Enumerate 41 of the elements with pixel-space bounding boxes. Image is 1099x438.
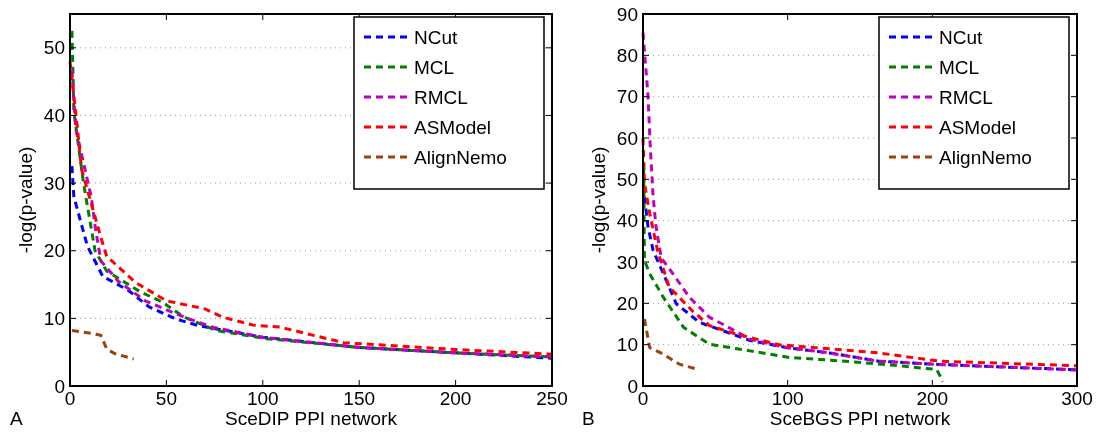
x-tick-label: 100 xyxy=(246,388,279,409)
y-tick-label: 60 xyxy=(616,127,638,149)
y-tick-label: 40 xyxy=(43,105,65,127)
x-tick-label: 300 xyxy=(1061,388,1093,409)
x-tick-label: 50 xyxy=(155,388,177,409)
legend-label: NCut xyxy=(939,26,984,48)
y-tick-label: 50 xyxy=(616,168,638,190)
y-tick-label: 90 xyxy=(616,3,638,25)
legend-label: ASModel xyxy=(939,116,1017,138)
legend-label: AlignNemo xyxy=(414,146,507,168)
x-tick-label: 250 xyxy=(536,388,568,409)
y-tick-label: 40 xyxy=(616,210,638,232)
y-axis-title: -log(p-value) xyxy=(15,146,36,254)
legend-label: RMCL xyxy=(414,86,468,108)
line-series xyxy=(70,329,136,361)
legend-label: NCut xyxy=(414,26,459,48)
legend-label: AlignNemo xyxy=(939,146,1032,168)
y-axis-title: -log(p-value) xyxy=(588,146,609,254)
y-tick-label: 10 xyxy=(616,334,638,356)
legend-label: RMCL xyxy=(939,86,993,108)
x-axis-title: SceDIP PPI network xyxy=(225,408,398,429)
x-tick-label: 200 xyxy=(916,388,949,409)
line-series xyxy=(641,31,1079,372)
x-tick-label: 200 xyxy=(439,388,472,409)
text: B xyxy=(582,408,595,429)
y-tick-label: 20 xyxy=(43,240,65,262)
y-tick-label: 50 xyxy=(43,37,65,59)
y-tick-label: 30 xyxy=(43,172,65,194)
x-tick-label: 150 xyxy=(343,388,376,409)
y-tick-label: 80 xyxy=(616,44,638,66)
y-tick-label: 10 xyxy=(43,308,65,330)
x-axis-title: SceBGS PPI network xyxy=(769,408,951,429)
line-series xyxy=(641,136,1079,368)
y-tick-label: 20 xyxy=(616,292,638,314)
legend-label: ASModel xyxy=(414,116,492,138)
legend-label: MCL xyxy=(939,56,980,78)
y-tick-label: 70 xyxy=(616,86,638,108)
legend-label: MCL xyxy=(414,56,455,78)
x-tick-label: 100 xyxy=(771,388,804,409)
y-tick-label: 30 xyxy=(616,251,638,273)
text: A xyxy=(10,408,23,429)
